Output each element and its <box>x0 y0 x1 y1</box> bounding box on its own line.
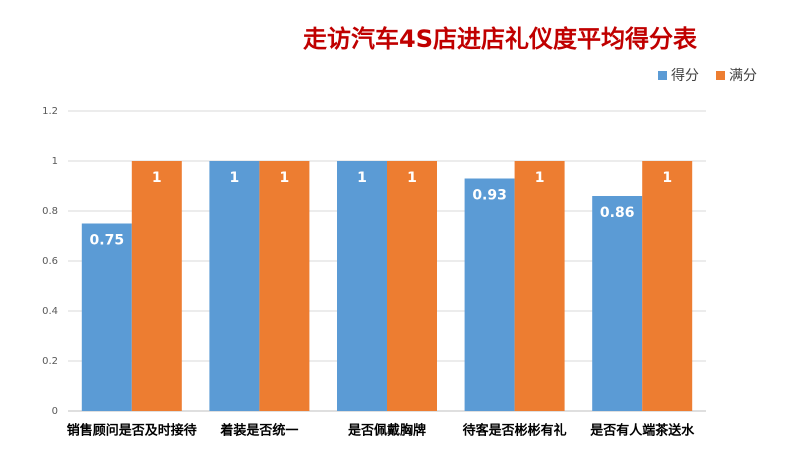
data-label: 1 <box>280 170 290 186</box>
bar <box>131 161 182 411</box>
bar <box>642 161 693 411</box>
bar <box>592 196 643 411</box>
bar <box>81 223 132 411</box>
y-tick-label: 1.2 <box>42 106 58 117</box>
y-tick-label: 0.6 <box>42 256 58 267</box>
data-label: 0.86 <box>600 205 635 221</box>
legend-swatch <box>658 71 667 80</box>
data-label: 1 <box>230 170 240 186</box>
data-label: 1 <box>535 170 545 186</box>
bar <box>464 178 515 411</box>
data-label: 0.93 <box>472 188 507 204</box>
data-label: 1 <box>152 170 162 186</box>
y-tick-label: 1 <box>52 156 58 167</box>
y-tick-label: 0.2 <box>42 356 58 367</box>
x-tick-label: 着装是否统一 <box>219 423 298 439</box>
bar <box>337 161 387 411</box>
legend-label: 满分 <box>729 68 757 84</box>
data-label: 1 <box>357 170 367 186</box>
chart-title: 走访汽车4S店进店礼仪度平均得分表 <box>303 25 698 53</box>
bar <box>514 161 565 411</box>
x-tick-label: 是否佩戴胸牌 <box>347 423 426 439</box>
bar <box>259 161 310 411</box>
data-label: 0.75 <box>90 233 125 249</box>
data-label: 1 <box>662 170 672 186</box>
legend-label: 得分 <box>671 67 699 84</box>
y-tick-label: 0.8 <box>42 206 58 217</box>
y-tick-label: 0 <box>52 406 58 417</box>
x-tick-label: 销售顾问是否及时接待 <box>67 423 197 439</box>
data-label: 1 <box>407 170 417 186</box>
legend-swatch <box>716 71 725 80</box>
bar <box>209 161 260 411</box>
bar <box>387 161 437 411</box>
x-tick-label: 是否有人端茶送水 <box>589 423 695 439</box>
y-tick-label: 0.4 <box>42 306 58 317</box>
x-tick-label: 待客是否彬彬有礼 <box>462 423 567 439</box>
